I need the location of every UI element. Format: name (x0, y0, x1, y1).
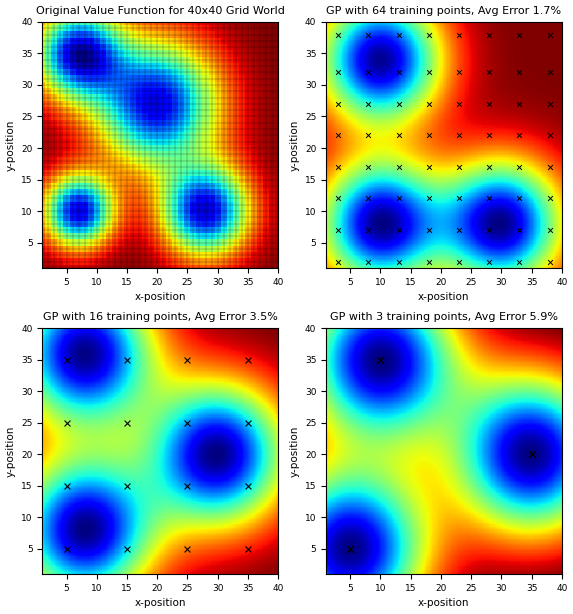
Point (243, 544, 252, 554)
Point (364, 257, 373, 266)
Title: GP with 3 training points, Avg Error 5.9%: GP with 3 training points, Avg Error 5.9… (330, 312, 558, 322)
Point (394, 29, 403, 39)
Point (364, 193, 373, 203)
Point (515, 29, 524, 39)
Point (394, 131, 403, 141)
Point (364, 99, 373, 109)
Point (183, 544, 192, 554)
Point (333, 193, 343, 203)
Y-axis label: y-position: y-position (6, 119, 15, 171)
Point (364, 162, 373, 172)
Point (424, 68, 433, 77)
Point (515, 162, 524, 172)
Point (243, 481, 252, 491)
Point (454, 68, 464, 77)
Point (515, 131, 524, 141)
Point (333, 68, 343, 77)
Point (62, 355, 71, 365)
Point (545, 68, 554, 77)
Point (454, 193, 464, 203)
Point (515, 257, 524, 266)
Y-axis label: y-position: y-position (289, 426, 299, 477)
Point (333, 99, 343, 109)
Point (243, 355, 252, 365)
Point (454, 225, 464, 235)
Point (515, 99, 524, 109)
Point (485, 225, 494, 235)
Point (454, 131, 464, 141)
Point (183, 418, 192, 428)
Point (123, 355, 132, 365)
Point (364, 131, 373, 141)
Point (394, 162, 403, 172)
Point (454, 29, 464, 39)
Point (364, 68, 373, 77)
Point (333, 162, 343, 172)
Y-axis label: y-position: y-position (289, 119, 299, 171)
Point (545, 193, 554, 203)
Point (123, 544, 132, 554)
Point (424, 99, 433, 109)
Point (545, 162, 554, 172)
Point (62, 418, 71, 428)
Point (454, 162, 464, 172)
Point (333, 29, 343, 39)
Point (62, 544, 71, 554)
Point (527, 449, 536, 459)
X-axis label: x-position: x-position (418, 599, 470, 608)
Point (424, 257, 433, 266)
Point (485, 257, 494, 266)
Y-axis label: y-position: y-position (6, 426, 15, 477)
Point (515, 225, 524, 235)
Point (394, 99, 403, 109)
Point (123, 481, 132, 491)
Point (454, 99, 464, 109)
Point (394, 193, 403, 203)
Point (545, 131, 554, 141)
Point (346, 544, 355, 554)
Point (394, 257, 403, 266)
Point (333, 225, 343, 235)
Point (424, 225, 433, 235)
Point (123, 418, 132, 428)
Point (424, 131, 433, 141)
X-axis label: x-position: x-position (135, 599, 186, 608)
Point (333, 131, 343, 141)
Point (62, 481, 71, 491)
Point (394, 68, 403, 77)
Point (545, 225, 554, 235)
Point (545, 29, 554, 39)
Point (424, 193, 433, 203)
Point (364, 225, 373, 235)
Point (333, 257, 343, 266)
Point (183, 355, 192, 365)
Point (515, 68, 524, 77)
X-axis label: x-position: x-position (135, 292, 186, 302)
Title: GP with 64 training points, Avg Error 1.7%: GP with 64 training points, Avg Error 1.… (327, 6, 562, 15)
Point (485, 193, 494, 203)
Point (485, 68, 494, 77)
X-axis label: x-position: x-position (418, 292, 470, 302)
Point (394, 225, 403, 235)
Point (515, 193, 524, 203)
Title: Original Value Function for 40x40 Grid World: Original Value Function for 40x40 Grid W… (36, 6, 285, 15)
Point (183, 481, 192, 491)
Title: GP with 16 training points, Avg Error 3.5%: GP with 16 training points, Avg Error 3.… (43, 312, 278, 322)
Point (376, 355, 385, 365)
Point (485, 162, 494, 172)
Point (424, 162, 433, 172)
Point (545, 99, 554, 109)
Point (485, 131, 494, 141)
Point (364, 29, 373, 39)
Point (485, 99, 494, 109)
Point (424, 29, 433, 39)
Point (485, 29, 494, 39)
Point (243, 418, 252, 428)
Point (545, 257, 554, 266)
Point (454, 257, 464, 266)
